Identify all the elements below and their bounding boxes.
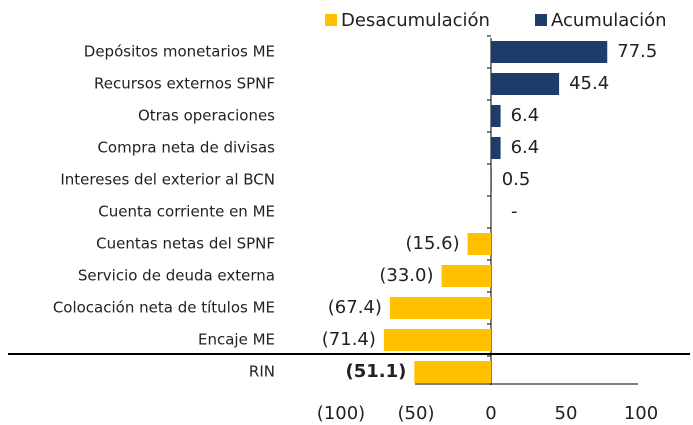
bar (491, 169, 492, 191)
legend-swatch (535, 14, 547, 26)
x-tick-label: (50) (398, 403, 435, 424)
x-tick-label: 50 (555, 403, 578, 424)
category-label: Colocación neta de títulos ME (53, 299, 275, 317)
category-label: Compra neta de divisas (97, 139, 275, 157)
bar (491, 105, 501, 127)
value-label: (71.4) (322, 329, 376, 350)
bar (414, 361, 491, 383)
value-label: (33.0) (379, 265, 433, 286)
x-tick-label: 100 (624, 403, 658, 424)
bar (441, 265, 491, 287)
value-label: 6.4 (511, 105, 540, 126)
value-label: 77.5 (617, 41, 657, 62)
category-label: Intereses del exterior al BCN (60, 171, 275, 189)
value-label: 45.4 (569, 73, 609, 94)
x-tick-label: 0 (485, 403, 496, 424)
category-label: Cuentas netas del SPNF (96, 235, 275, 253)
x-tick-label: (100) (317, 403, 365, 424)
category-label: RIN (249, 363, 275, 381)
bar (491, 137, 501, 159)
category-label: Depósitos monetarios ME (84, 43, 275, 61)
category-label: Recursos externos SPNF (94, 75, 275, 93)
value-label: 6.4 (511, 137, 540, 158)
value-label: (15.6) (405, 233, 459, 254)
legend-swatch (325, 14, 337, 26)
bar (383, 329, 491, 351)
legend-label: Acumulación (551, 10, 667, 31)
bar (389, 297, 491, 319)
bar (491, 41, 608, 63)
category-label: Otras operaciones (138, 107, 275, 125)
value-label: 0.5 (502, 169, 531, 190)
value-label: (51.1) (345, 361, 406, 382)
category-label: Servicio de deuda externa (78, 267, 275, 285)
legend-label: Desacumulación (341, 10, 490, 31)
value-label: (67.4) (328, 297, 382, 318)
category-label: Cuenta corriente en ME (98, 203, 275, 221)
category-label: Encaje ME (198, 331, 275, 349)
value-label: - (511, 201, 518, 222)
bar (491, 73, 560, 95)
bar (467, 233, 491, 255)
